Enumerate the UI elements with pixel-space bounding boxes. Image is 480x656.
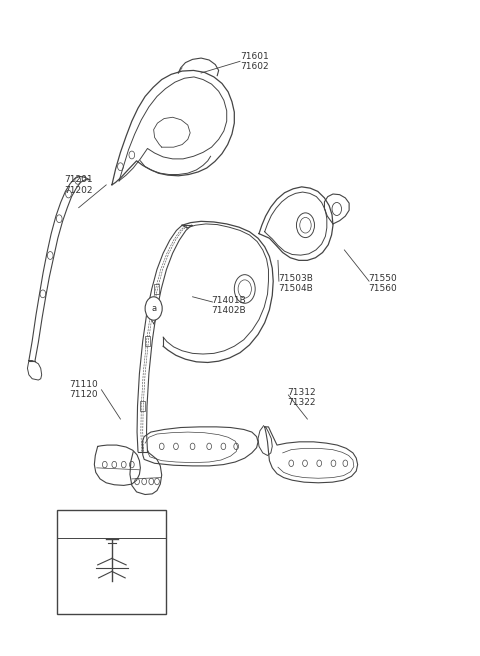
Text: 71312
71322: 71312 71322 (288, 388, 316, 407)
Circle shape (142, 478, 146, 485)
Circle shape (302, 460, 307, 466)
Circle shape (174, 443, 179, 449)
Circle shape (343, 460, 348, 466)
Circle shape (234, 443, 239, 449)
Bar (154, 284, 159, 294)
Circle shape (300, 217, 311, 233)
Circle shape (238, 280, 252, 298)
Circle shape (317, 460, 322, 466)
Circle shape (332, 203, 342, 215)
Circle shape (112, 461, 117, 468)
Bar (145, 336, 150, 346)
Text: 71110
71120: 71110 71120 (69, 380, 98, 400)
Circle shape (61, 515, 75, 533)
Text: 71503B
71504B: 71503B 71504B (278, 274, 313, 293)
Circle shape (48, 251, 53, 259)
Text: 67321L
67331R: 67321L 67331R (95, 573, 130, 592)
Text: 71601
71602: 71601 71602 (240, 52, 269, 71)
Circle shape (75, 176, 81, 184)
Circle shape (207, 443, 212, 449)
Circle shape (66, 190, 72, 198)
Bar (140, 401, 144, 411)
Text: a: a (66, 520, 71, 529)
Circle shape (121, 461, 126, 468)
Circle shape (102, 461, 107, 468)
Circle shape (297, 213, 314, 237)
Circle shape (331, 460, 336, 466)
Circle shape (130, 461, 134, 468)
Circle shape (289, 460, 294, 466)
Circle shape (159, 443, 164, 449)
FancyBboxPatch shape (57, 510, 167, 614)
Text: 71201
71202: 71201 71202 (64, 175, 93, 195)
Text: a: a (151, 304, 156, 313)
Text: 71401B
71402B: 71401B 71402B (212, 296, 246, 315)
Circle shape (135, 478, 139, 485)
Circle shape (221, 443, 226, 449)
Circle shape (145, 297, 162, 320)
Circle shape (190, 443, 195, 449)
Circle shape (149, 478, 154, 485)
Circle shape (56, 215, 62, 222)
Text: 71550
71560: 71550 71560 (368, 274, 397, 293)
Circle shape (234, 275, 255, 303)
Circle shape (129, 151, 135, 159)
Circle shape (155, 478, 159, 485)
Circle shape (40, 290, 46, 298)
Circle shape (118, 163, 123, 171)
